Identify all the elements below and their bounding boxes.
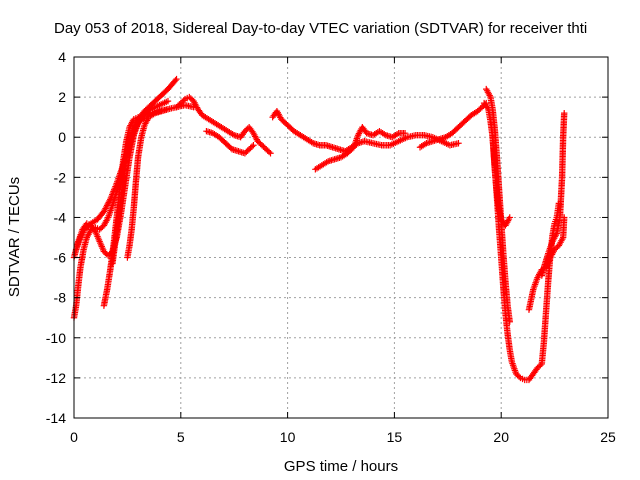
data-point-marker <box>265 148 273 156</box>
y-tick-label: -10 <box>46 330 66 346</box>
y-tick-label: -2 <box>54 169 67 185</box>
y-tick-label: -4 <box>54 209 67 225</box>
plot-frame <box>73 56 609 419</box>
y-axis-label: SDTVAR / TECUs <box>6 177 23 297</box>
data-marks <box>70 75 568 384</box>
data-point-marker <box>561 109 568 117</box>
chart-title: Day 053 of 2018, Sidereal Day-to-day VTE… <box>54 20 587 37</box>
data-point-marker <box>164 97 172 105</box>
data-point-marker <box>172 77 179 84</box>
y-tick-label: 2 <box>58 89 66 105</box>
y-tick-label: 0 <box>58 129 66 145</box>
data-point-marker <box>401 130 409 137</box>
x-tick-label: 5 <box>177 429 185 445</box>
y-tick-label: -8 <box>54 290 67 306</box>
y-tick-label: -12 <box>46 370 66 386</box>
data-point-marker <box>180 97 187 104</box>
data-point-marker <box>248 143 256 150</box>
data-point-marker <box>506 214 513 221</box>
data-point-marker <box>106 197 113 205</box>
x-tick-label: 20 <box>493 429 509 445</box>
data-point-marker <box>506 318 513 325</box>
x-tick-label: 0 <box>70 429 78 445</box>
y-tick-label: 4 <box>58 49 66 65</box>
data-point-marker <box>173 75 180 83</box>
x-tick-label: 15 <box>387 429 403 445</box>
data-point-marker <box>515 373 523 380</box>
grid-layer <box>74 57 608 418</box>
x-axis-label: GPS time / hours <box>284 458 398 475</box>
x-tick-label: 25 <box>600 429 616 445</box>
data-point-marker <box>164 105 172 113</box>
x-tick-label: 10 <box>280 429 296 445</box>
y-tick-label: -6 <box>54 250 67 266</box>
data-point-marker <box>250 142 257 149</box>
data-point-marker <box>455 140 462 147</box>
y-tick-label: -14 <box>46 410 66 426</box>
data-point-marker <box>267 150 274 157</box>
